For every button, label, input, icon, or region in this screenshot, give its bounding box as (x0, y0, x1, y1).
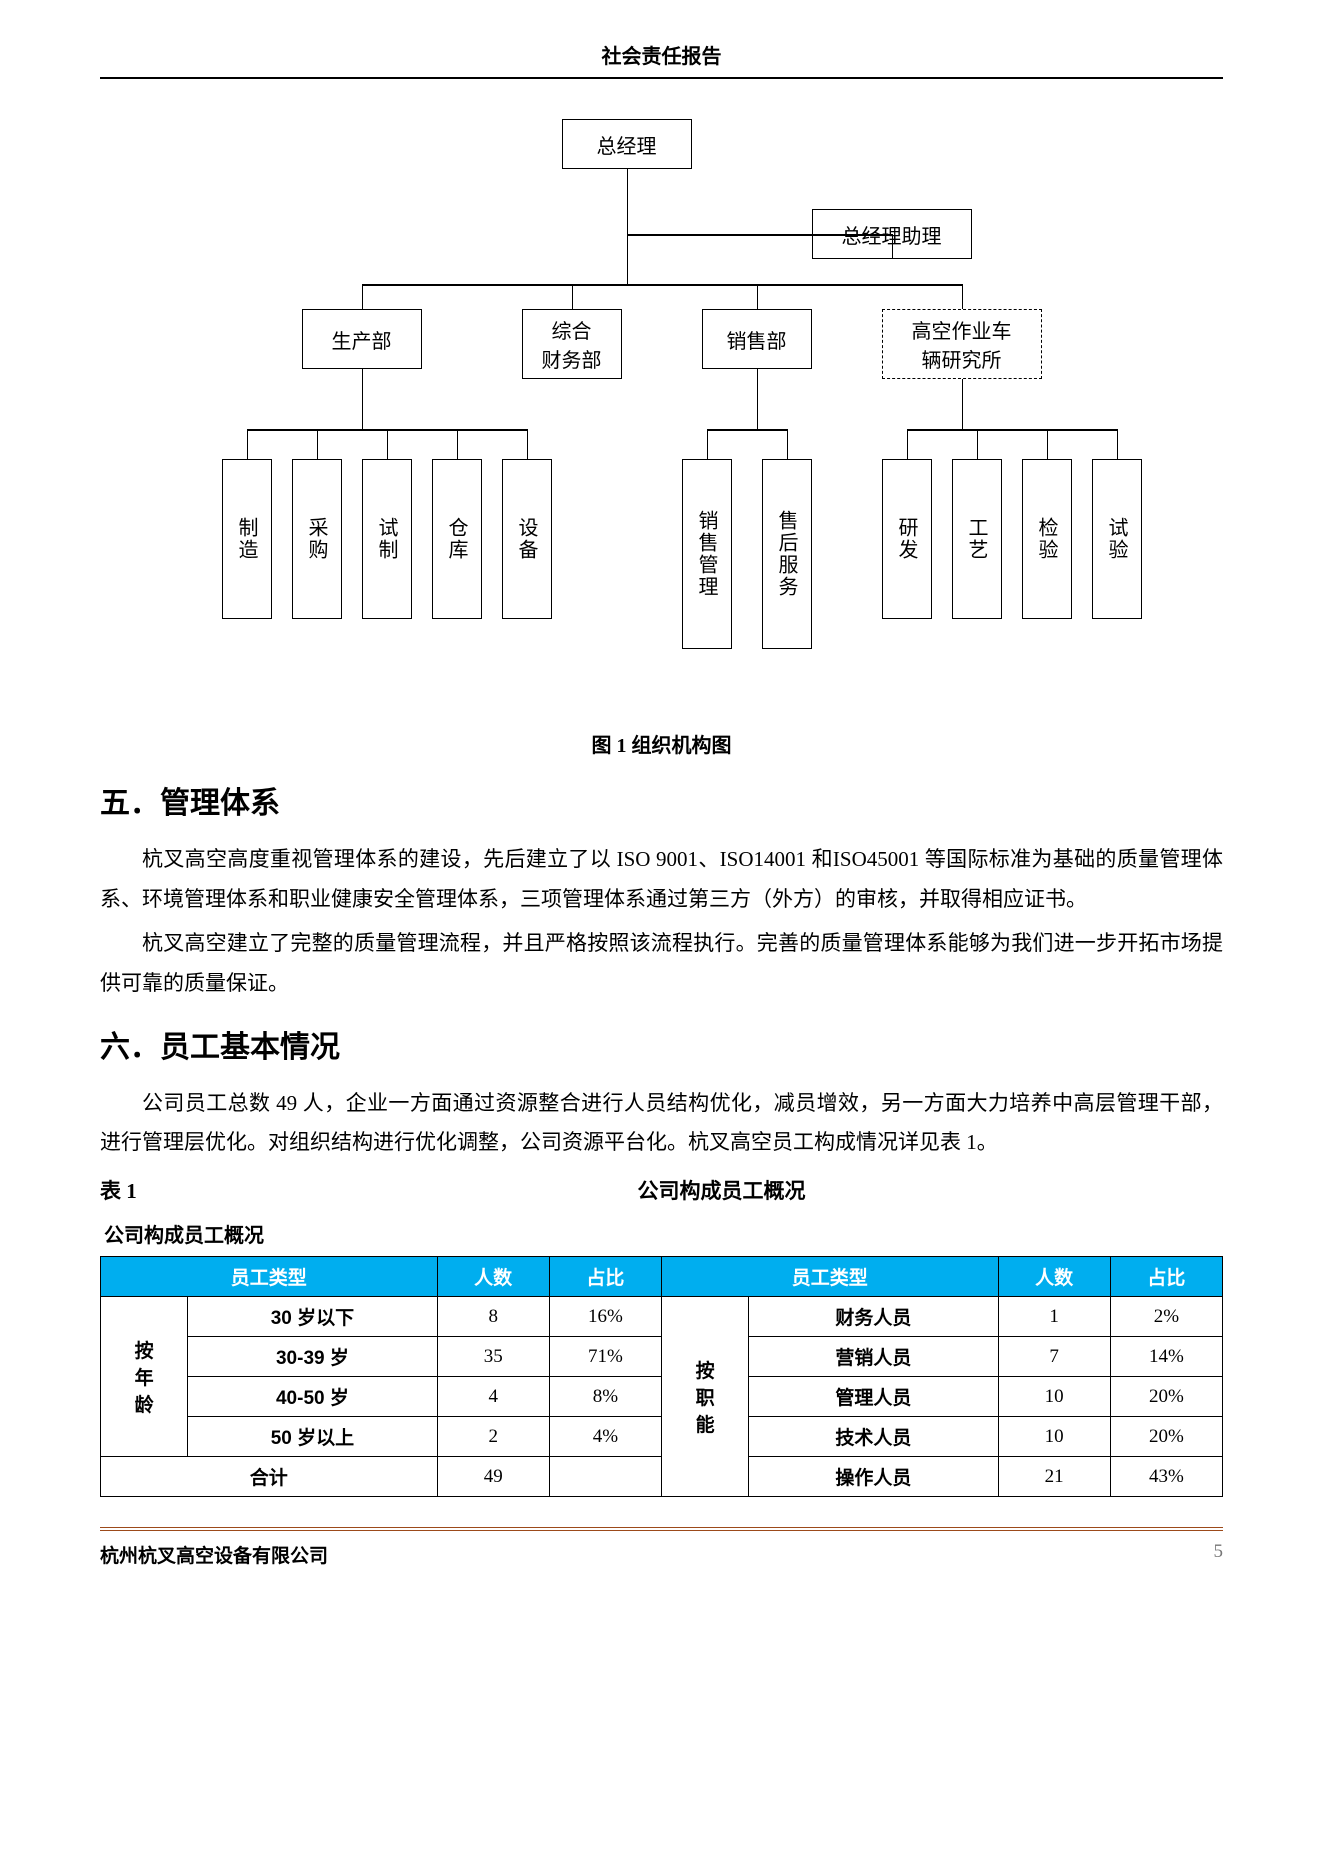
left-row-count: 4 (437, 1377, 549, 1417)
org-node-insp: 检验 (1022, 459, 1072, 619)
section-5-heading: 五．管理体系 (100, 778, 1223, 822)
table-caption-center: 公司构成员工概况 (220, 1175, 1223, 1205)
table-subcaption: 公司构成员工概况 (104, 1219, 1223, 1248)
org-line-22 (907, 429, 909, 459)
left-row-ratio: 71% (549, 1337, 661, 1377)
org-line-8 (962, 284, 964, 309)
left-row-label: 30-39 岁 (188, 1337, 437, 1377)
org-node-gm: 总经理 (562, 119, 692, 169)
org-line-9 (362, 369, 364, 429)
th-type-right: 员工类型 (661, 1257, 998, 1297)
org-line-3 (627, 234, 629, 284)
org-node-sales: 销售部 (702, 309, 812, 369)
org-line-25 (1117, 429, 1119, 459)
org-node-rd: 研发 (882, 459, 932, 619)
org-line-12 (317, 429, 319, 459)
org-chart: 总经理总经理助理生产部综合财务部销售部高空作业车辆研究所制造采购试制仓库设备销售… (182, 119, 1142, 699)
figure-caption: 图 1 组织机构图 (100, 729, 1223, 758)
org-line-20 (962, 379, 964, 429)
org-node-test: 试验 (1092, 459, 1142, 619)
th-ratio-left: 占比 (549, 1257, 661, 1297)
left-row-ratio: 8% (549, 1377, 661, 1417)
org-line-24 (1047, 429, 1049, 459)
right-row-count: 10 (998, 1377, 1110, 1417)
org-node-salesmgmt: 销售管理 (682, 459, 732, 649)
left-row-label: 40-50 岁 (188, 1377, 437, 1417)
left-row-count: 49 (437, 1457, 549, 1497)
left-row-count: 8 (437, 1297, 549, 1337)
right-row-label: 营销人员 (749, 1337, 998, 1377)
page-header-title: 社会责任报告 (100, 40, 1223, 77)
org-node-proc2: 工艺 (952, 459, 1002, 619)
org-line-15 (527, 429, 529, 459)
th-count-left: 人数 (437, 1257, 549, 1297)
org-line-17 (707, 429, 787, 431)
right-row-ratio: 2% (1110, 1297, 1222, 1337)
right-row-label: 操作人员 (749, 1457, 998, 1497)
section-6-p1: 公司员工总数 49 人，企业一方面通过资源整合进行人员结构优化，减员增效，另一方… (100, 1084, 1223, 1164)
left-row-label: 50 岁以上 (188, 1417, 437, 1457)
footer-company: 杭州杭叉高空设备有限公司 (100, 1541, 328, 1568)
section-5-p2: 杭叉高空建立了完整的质量管理流程，并且严格按照该流程执行。完善的质量管理体系能够… (100, 924, 1223, 1004)
page-footer: 杭州杭叉高空设备有限公司 5 (100, 1527, 1223, 1568)
org-node-proc: 采购 (292, 459, 342, 619)
th-count-right: 人数 (998, 1257, 1110, 1297)
org-line-5 (362, 284, 364, 309)
org-line-2 (892, 234, 894, 259)
org-node-mfg: 制造 (222, 459, 272, 619)
left-row-ratio: 4% (549, 1417, 661, 1457)
table-header-row: 员工类型 人数 占比 员工类型 人数 占比 (101, 1257, 1223, 1297)
org-line-7 (757, 284, 759, 309)
th-ratio-right: 占比 (1110, 1257, 1222, 1297)
org-line-14 (457, 429, 459, 459)
org-line-18 (707, 429, 709, 459)
right-row-ratio: 20% (1110, 1417, 1222, 1457)
left-row-label: 30 岁以下 (188, 1297, 437, 1337)
org-node-equip: 设备 (502, 459, 552, 619)
section-5-p1: 杭叉高空高度重视管理体系的建设，先后建立了以 ISO 9001、ISO14001… (100, 840, 1223, 920)
org-line-0 (627, 169, 629, 234)
org-node-trial: 试制 (362, 459, 412, 619)
org-line-13 (387, 429, 389, 459)
left-row-ratio (549, 1457, 661, 1497)
table-row: 按年龄30 岁以下816%按职能财务人员12% (101, 1297, 1223, 1337)
left-group-header: 按年龄 (101, 1297, 188, 1457)
employee-table: 员工类型 人数 占比 员工类型 人数 占比 按年龄30 岁以下816%按职能财务… (100, 1256, 1223, 1497)
org-line-11 (247, 429, 249, 459)
org-line-23 (977, 429, 979, 459)
header-rule (100, 77, 1223, 79)
table-caption-row: 表 1 公司构成员工概况 (100, 1175, 1223, 1205)
org-node-wh: 仓库 (432, 459, 482, 619)
org-line-6 (572, 284, 574, 309)
org-line-1 (627, 234, 892, 236)
right-row-ratio: 14% (1110, 1337, 1222, 1377)
footer-page-number: 5 (1214, 1541, 1224, 1568)
org-line-21 (907, 429, 1117, 431)
section-6-heading: 六．员工基本情况 (100, 1022, 1223, 1066)
right-row-label: 财务人员 (749, 1297, 998, 1337)
right-row-count: 21 (998, 1457, 1110, 1497)
org-line-4 (362, 284, 962, 286)
org-node-finance: 综合财务部 (522, 309, 622, 379)
table-caption-left: 表 1 (100, 1175, 220, 1205)
org-node-aftersvc: 售后服务 (762, 459, 812, 649)
th-type-left: 员工类型 (101, 1257, 438, 1297)
left-row-label: 合计 (101, 1457, 438, 1497)
org-line-19 (787, 429, 789, 459)
org-node-research: 高空作业车辆研究所 (882, 309, 1042, 379)
right-row-label: 管理人员 (749, 1377, 998, 1417)
left-row-count: 2 (437, 1417, 549, 1457)
right-row-label: 技术人员 (749, 1417, 998, 1457)
right-row-ratio: 20% (1110, 1377, 1222, 1417)
org-node-prod: 生产部 (302, 309, 422, 369)
left-row-ratio: 16% (549, 1297, 661, 1337)
right-group-header: 按职能 (661, 1297, 748, 1497)
org-line-16 (757, 369, 759, 429)
right-row-ratio: 43% (1110, 1457, 1222, 1497)
right-row-count: 1 (998, 1297, 1110, 1337)
right-row-count: 7 (998, 1337, 1110, 1377)
left-row-count: 35 (437, 1337, 549, 1377)
right-row-count: 10 (998, 1417, 1110, 1457)
